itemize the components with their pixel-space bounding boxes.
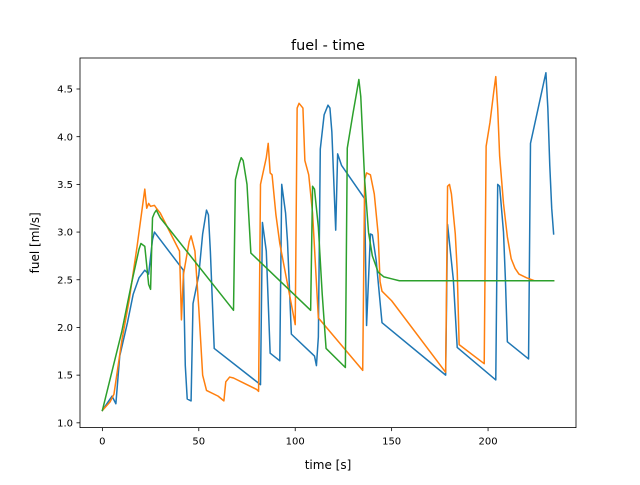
plot-lines bbox=[101, 72, 555, 412]
series-line-3 bbox=[101, 78, 555, 412]
x-ticks: 0 50 100 150 200 bbox=[99, 427, 498, 448]
y-tick-label: 4.5 bbox=[57, 85, 73, 96]
y-axis-label: fuel [ml/s] bbox=[28, 212, 42, 273]
x-tick-label: 150 bbox=[382, 437, 401, 448]
y-tick-label: 3.5 bbox=[57, 180, 73, 191]
y-tick-label: 3.0 bbox=[57, 228, 73, 239]
axes-frame bbox=[79, 57, 577, 429]
y-tick-label: 1.0 bbox=[57, 418, 73, 429]
y-tick-label: 4.0 bbox=[57, 132, 73, 143]
x-tick-label: 0 bbox=[99, 437, 105, 448]
x-tick-label: 200 bbox=[479, 437, 498, 448]
x-tick-label: 50 bbox=[192, 437, 205, 448]
x-axis-label: time [s] bbox=[305, 458, 352, 472]
series-line-1 bbox=[101, 72, 555, 412]
y-tick-label: 1.5 bbox=[57, 371, 73, 382]
x-tick-label: 100 bbox=[286, 437, 305, 448]
y-tick-label: 2.0 bbox=[57, 323, 73, 334]
chart-title: fuel - time bbox=[291, 38, 365, 54]
y-ticks: 1.0 1.5 2.0 2.5 3.0 3.5 4.0 4.5 bbox=[57, 85, 80, 429]
y-tick-label: 2.5 bbox=[57, 275, 73, 286]
